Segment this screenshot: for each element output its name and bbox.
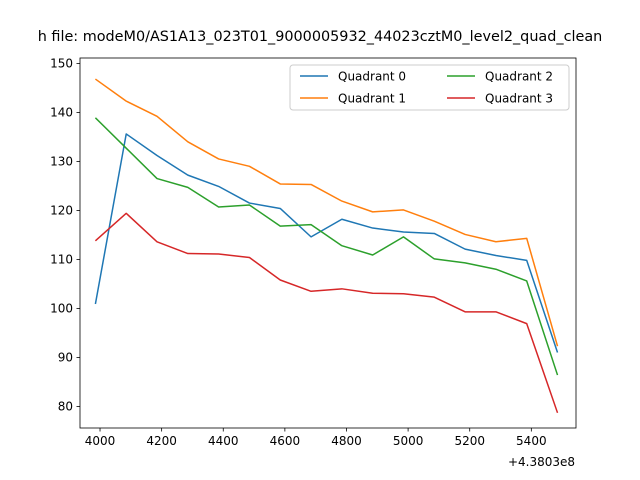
legend: Quadrant 0 Quadrant 1 Quadrant 2 Quadrant 3 xyxy=(289,64,570,111)
y-axis-ticks: 80 90 100 110 120 130 140 150 xyxy=(50,57,80,414)
y-tick-label: 150 xyxy=(50,57,73,71)
x-axis-ticks: 4000 4200 4400 4600 4800 5000 5200 5400 xyxy=(85,428,547,448)
legend-label-quadrant-2: Quadrant 2 xyxy=(485,70,553,84)
x-tick-label: 5200 xyxy=(454,434,485,448)
series-line-quadrant-2 xyxy=(94,117,559,376)
y-tick-label: 100 xyxy=(50,302,73,316)
y-tick-label: 130 xyxy=(50,155,73,169)
x-tick-label: 4600 xyxy=(270,434,301,448)
y-tick-label: 140 xyxy=(50,106,73,120)
series-line-quadrant-3 xyxy=(94,212,559,414)
plot-frame xyxy=(79,57,577,429)
legend-label-quadrant-0: Quadrant 0 xyxy=(338,70,406,84)
series-line-quadrant-0 xyxy=(94,133,559,353)
x-tick-label: 4800 xyxy=(331,434,362,448)
y-tick-label: 120 xyxy=(50,204,73,218)
x-tick-label: 5000 xyxy=(393,434,424,448)
y-tick-label: 110 xyxy=(50,253,73,267)
legend-label-quadrant-1: Quadrant 1 xyxy=(338,92,406,106)
x-tick-label: 5400 xyxy=(516,434,547,448)
y-tick-label: 90 xyxy=(58,351,73,365)
chart-title: h file: modeM0/AS1A13_023T01_9000005932_… xyxy=(38,29,603,45)
plot-lines xyxy=(94,78,559,414)
legend-box xyxy=(289,64,570,111)
x-tick-label: 4200 xyxy=(146,434,177,448)
y-tick-label: 80 xyxy=(58,400,73,414)
x-tick-label: 4400 xyxy=(208,434,239,448)
x-tick-label: 4000 xyxy=(85,434,116,448)
legend-label-quadrant-3: Quadrant 3 xyxy=(485,92,553,106)
x-axis-offset-label: +4.3803e8 xyxy=(508,455,575,469)
series-line-quadrant-1 xyxy=(94,78,559,347)
